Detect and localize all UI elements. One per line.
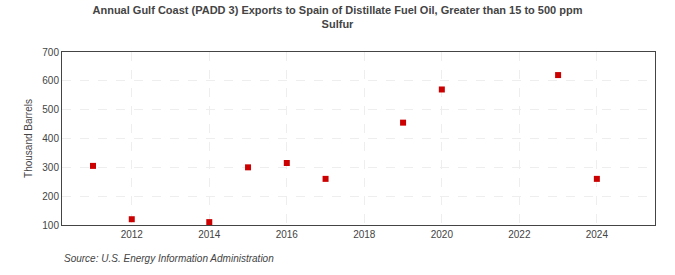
svg-text:2020: 2020 — [431, 229, 454, 240]
svg-text:2016: 2016 — [276, 229, 299, 240]
svg-text:300: 300 — [42, 162, 59, 173]
svg-text:600: 600 — [42, 75, 59, 86]
svg-text:400: 400 — [42, 133, 59, 144]
svg-text:2024: 2024 — [586, 229, 609, 240]
svg-text:Thousand Barrels: Thousand Barrels — [23, 99, 34, 178]
svg-text:2018: 2018 — [353, 229, 376, 240]
svg-text:100: 100 — [42, 220, 59, 231]
svg-text:Source: U.S. Energy Informatio: Source: U.S. Energy Information Administ… — [64, 253, 274, 264]
svg-text:700: 700 — [42, 47, 59, 58]
svg-text:2014: 2014 — [198, 229, 221, 240]
svg-text:2012: 2012 — [121, 229, 144, 240]
svg-text:2022: 2022 — [508, 229, 531, 240]
svg-text:Annual Gulf Coast (PADD 3) Exp: Annual Gulf Coast (PADD 3) Exports to Sp… — [93, 4, 583, 30]
svg-text:500: 500 — [42, 104, 59, 115]
svg-text:200: 200 — [42, 191, 59, 202]
